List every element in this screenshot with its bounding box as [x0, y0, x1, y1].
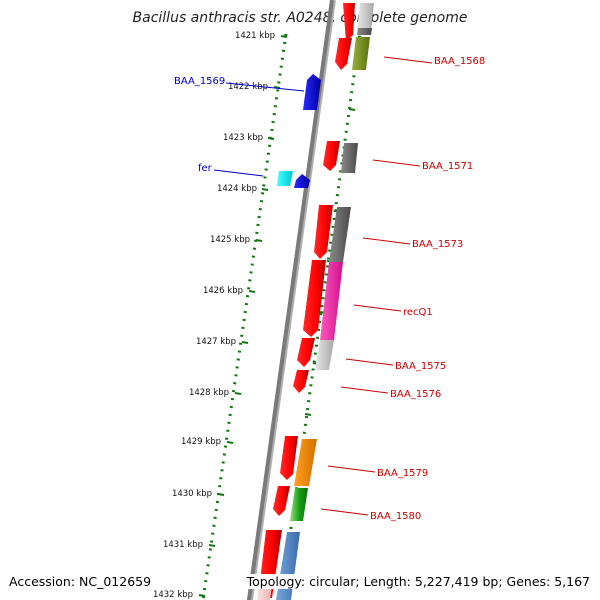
label-baa-1575[interactable]: BAA_1575: [395, 361, 446, 372]
label-baa-1568[interactable]: BAA_1568: [434, 56, 485, 67]
tick-mark: [241, 341, 249, 344]
leader-line: [213, 169, 264, 177]
gene-cog[interactable]: [357, 3, 374, 30]
label-baa-1576[interactable]: BAA_1576: [390, 389, 441, 400]
tick-mark: [267, 137, 275, 140]
tick-mark: [273, 86, 281, 89]
gene-fer-b[interactable]: [294, 174, 310, 188]
tick-label: 1424 kbp: [217, 184, 257, 194]
tick-mark: [280, 35, 288, 38]
tick-label: 1422 kbp: [228, 82, 268, 92]
leader-line: [320, 508, 369, 516]
gene-baa-1571[interactable]: [323, 141, 340, 171]
gene-baa-1576[interactable]: [293, 370, 309, 393]
label-baa-1571[interactable]: BAA_1571: [422, 161, 473, 172]
tick-label: 1421 kbp: [235, 31, 275, 41]
footer: Accession: NC_012659 Topology: circular;…: [0, 574, 600, 594]
gene-baa-1569[interactable]: [303, 74, 321, 110]
tick-label: 1432 kbp: [153, 590, 193, 600]
leader-line: [345, 358, 394, 366]
tick-mark: [234, 392, 242, 395]
map-title: Bacillus anthracis str. A0248, complete …: [132, 10, 468, 26]
leader-line: [362, 237, 411, 245]
tick-label: 1423 kbp: [223, 133, 263, 143]
gene-cog-light[interactable]: [315, 340, 334, 370]
topology-text: Topology: circular; Length: 5,227,419 bp…: [246, 574, 590, 589]
gene-cog-olive[interactable]: [352, 37, 370, 70]
label-baa-1580[interactable]: BAA_1580: [370, 511, 421, 522]
gene-red[interactable]: [280, 436, 298, 480]
gene-baa-1568[interactable]: [335, 38, 352, 70]
tick-mark: [248, 290, 256, 293]
gene-baa-1573[interactable]: [314, 205, 333, 259]
leader-line: [327, 465, 376, 473]
tick-mark: [255, 239, 263, 242]
label-baa-1569[interactable]: BAA_1569: [174, 76, 225, 87]
gene-cog-gray[interactable]: [329, 207, 351, 262]
tick-mark: [198, 594, 206, 597]
leader-lines: [213, 56, 433, 516]
tick-mark: [208, 544, 216, 547]
label-baa-1573[interactable]: BAA_1573: [412, 239, 463, 250]
gene-fer-a[interactable]: [277, 171, 293, 186]
gene-red[interactable]: [297, 338, 315, 367]
tick-label: 1430 kbp: [172, 489, 212, 499]
gene-cog-gray[interactable]: [341, 143, 358, 173]
leader-line: [340, 386, 389, 394]
tick-label: 1428 kbp: [189, 388, 229, 398]
gene-cog-pink[interactable]: [320, 262, 343, 340]
leader-line: [353, 304, 402, 312]
tick-label: 1427 kbp: [196, 337, 236, 347]
gene-cog-green[interactable]: [290, 488, 308, 521]
label-baa-1579[interactable]: BAA_1579: [377, 468, 428, 479]
tick-mark: [304, 413, 312, 416]
leader-line: [225, 82, 305, 92]
gene-cog[interactable]: [357, 28, 372, 35]
leader-line: [372, 159, 421, 167]
gene-recq1[interactable]: [303, 260, 326, 337]
tick-mark: [348, 108, 356, 111]
tick-group: 1421 kbp 1422 kbp 1423 kbp 1424 kbp 1425…: [153, 31, 288, 600]
leader-line: [383, 56, 433, 64]
label-fer[interactable]: fer: [198, 163, 213, 174]
tick-mark: [226, 441, 234, 444]
tick-mark: [261, 188, 269, 191]
accession-text: Accession: NC_012659: [9, 574, 152, 589]
left-scale-line: [201, 33, 288, 600]
gene-red[interactable]: [273, 486, 290, 516]
tick-label: 1425 kbp: [210, 235, 250, 245]
gene-cog-orange[interactable]: [294, 439, 317, 486]
label-recq1[interactable]: recQ1: [403, 307, 433, 318]
tick-mark: [217, 493, 225, 496]
tick-label: 1426 kbp: [203, 286, 243, 296]
tick-label: 1429 kbp: [181, 437, 221, 447]
tick-label: 1431 kbp: [163, 540, 203, 550]
gene-red[interactable]: [343, 3, 355, 42]
